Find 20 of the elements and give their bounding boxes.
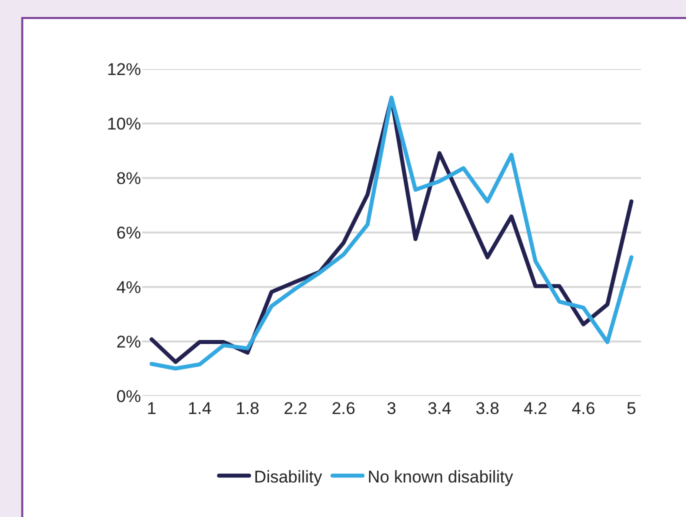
y-tick-label: 4%: [116, 278, 141, 297]
x-tick-label: 1: [146, 399, 156, 418]
x-tick-label: 5: [626, 399, 636, 418]
x-tick-label: 2.2: [284, 399, 308, 418]
x-tick-label: 3.4: [428, 399, 452, 418]
y-tick-label: 0%: [116, 386, 141, 406]
y-tick-label: 2%: [116, 332, 141, 352]
x-tick-label: 1.8: [236, 399, 260, 418]
legend-label: Disability: [254, 467, 323, 486]
x-tick-label: 3: [386, 399, 396, 418]
x-tick-label: 1.4: [188, 399, 212, 418]
y-tick-label: 8%: [116, 168, 141, 188]
y-tick-label: 6%: [116, 223, 141, 242]
x-tick-label: 2.6: [332, 399, 356, 418]
x-tick-label: 4.6: [572, 399, 596, 418]
y-tick-label: 10%: [106, 114, 141, 134]
legend-label: No known disability: [368, 467, 514, 486]
x-tick-label: 3.8: [476, 399, 500, 418]
y-tick-label: 12%: [106, 60, 141, 79]
x-tick-label: 4.2: [524, 399, 548, 418]
